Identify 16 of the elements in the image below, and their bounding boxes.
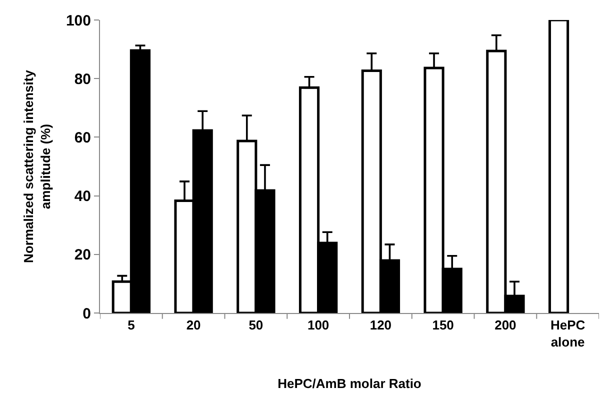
x-tick-label: 200: [494, 318, 516, 333]
x-axis-title: HePC/AmB molar Ratio: [278, 376, 422, 392]
x-tick-label: HePC alone: [550, 318, 586, 350]
y-tick-label: 20: [74, 246, 91, 264]
y-tick-label: 100: [66, 12, 91, 30]
x-tick-label: 120: [370, 318, 392, 333]
x-tick-label: 50: [248, 318, 264, 333]
x-tick-label: 150: [432, 318, 454, 333]
y-tick-label: 40: [74, 188, 91, 206]
x-tick-label: 20: [186, 318, 201, 333]
y-axis-title: Normalized scattering intensity amplitude (%): [21, 69, 53, 263]
y-tick-label: 0: [82, 305, 91, 322]
x-tick-label: 5: [128, 318, 135, 333]
y-tick-label: 80: [74, 70, 91, 88]
x-tick-label: 100: [307, 318, 330, 333]
y-tick-label: 60: [74, 129, 91, 146]
